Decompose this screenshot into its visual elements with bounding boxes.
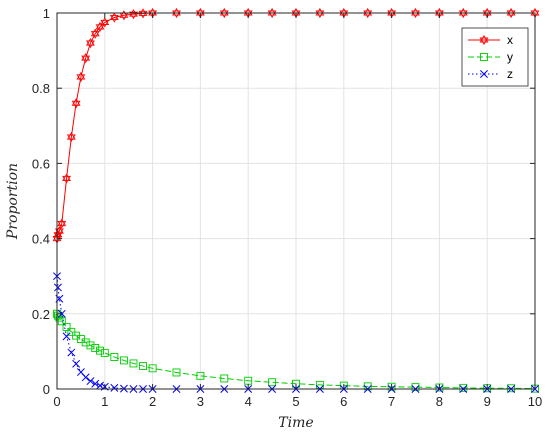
legend-label: y [507,50,513,64]
x-tick-label: 7 [388,394,395,409]
series-x-point [90,28,100,39]
series-x-point [219,7,229,19]
series-z-point [110,383,119,392]
series-y-point [196,371,205,380]
y-tick-label: 0 [43,382,50,397]
series-x-point [66,131,76,143]
legend-marker [479,34,489,46]
y-tick-label: 0.8 [32,81,50,96]
legend: xyz [461,27,529,87]
x-tick-label: 5 [292,394,299,409]
series-y-point [129,359,138,368]
legend-marker [480,53,488,61]
series-x-point [458,7,468,19]
series-x-point [315,7,325,19]
series-x-point [62,173,71,184]
series-y-point [86,341,95,350]
series-y-point [57,317,66,326]
series-y-point [119,356,128,365]
y-tick-label: 1 [43,6,50,21]
legend-label: x [507,33,513,47]
legend-marker [480,70,488,78]
series-z-point [81,373,90,382]
legend-item-x: x [468,33,513,47]
x-axis-title: Time [278,415,313,431]
series-z-point [91,379,100,388]
series-y-point [363,382,372,391]
series-x-point [109,12,119,23]
series-x-point [95,21,105,33]
series-y-point [459,383,468,392]
x-tick-label: 6 [340,394,347,409]
series-y-line [56,313,536,390]
series-z-point [67,348,76,357]
y-tick-label: 0.6 [32,156,50,171]
x-tick-label: 8 [436,394,443,409]
legend-label: z [507,67,513,81]
series-y-point [435,383,444,392]
series-y-point [220,374,229,383]
series-z-point [86,377,95,386]
series-x-point [81,53,91,64]
series-y-point [411,383,420,392]
series-x-point [506,7,516,19]
x-tick-label: 0 [53,394,60,409]
y-tick-label: 0.4 [32,232,50,247]
x-tick-label: 9 [484,394,491,409]
series-y-point [100,348,109,357]
series-x-point [54,225,64,237]
series-x-point [86,37,95,49]
x-tick-label: 10 [528,394,542,409]
x-tick-label: 4 [245,394,252,409]
series-x-point [363,7,373,19]
legend-item-y: y [468,50,513,64]
series-x-point [267,7,277,19]
series-y-point [507,384,516,393]
series-z-point [54,283,62,292]
series-z-point [72,359,81,368]
x-tick-label: 1 [101,394,108,409]
series-x-point [411,7,420,19]
series-x-point [57,218,67,229]
y-axis-title: Proportion [5,163,21,240]
series-y-point [148,364,157,373]
series-z-point [62,332,71,341]
series-x-point [138,8,148,19]
series-y-point [81,338,90,347]
legend-item-z: z [468,67,513,81]
ticks: 0 1 2 3 4 5 6 7 8 9 10 0 0.2 0.4 0.6 0.8 1 [32,6,542,409]
series-y-point [110,353,119,361]
series-y-point [96,346,104,355]
y-tick-label: 0.2 [32,307,50,322]
series-y-point [387,382,396,391]
series-y-point [139,362,147,371]
series-x-point [76,71,86,83]
series-y-point [268,378,277,387]
series-x-point [71,98,81,109]
series-x-point [100,17,110,28]
series-y-point [172,368,181,377]
x-tick-label: 3 [197,394,204,409]
series-y-point [91,344,100,352]
x-tick-label: 2 [149,394,156,409]
series-z-point [96,381,104,390]
series-x-point [172,7,181,19]
series-y-point [62,323,71,331]
